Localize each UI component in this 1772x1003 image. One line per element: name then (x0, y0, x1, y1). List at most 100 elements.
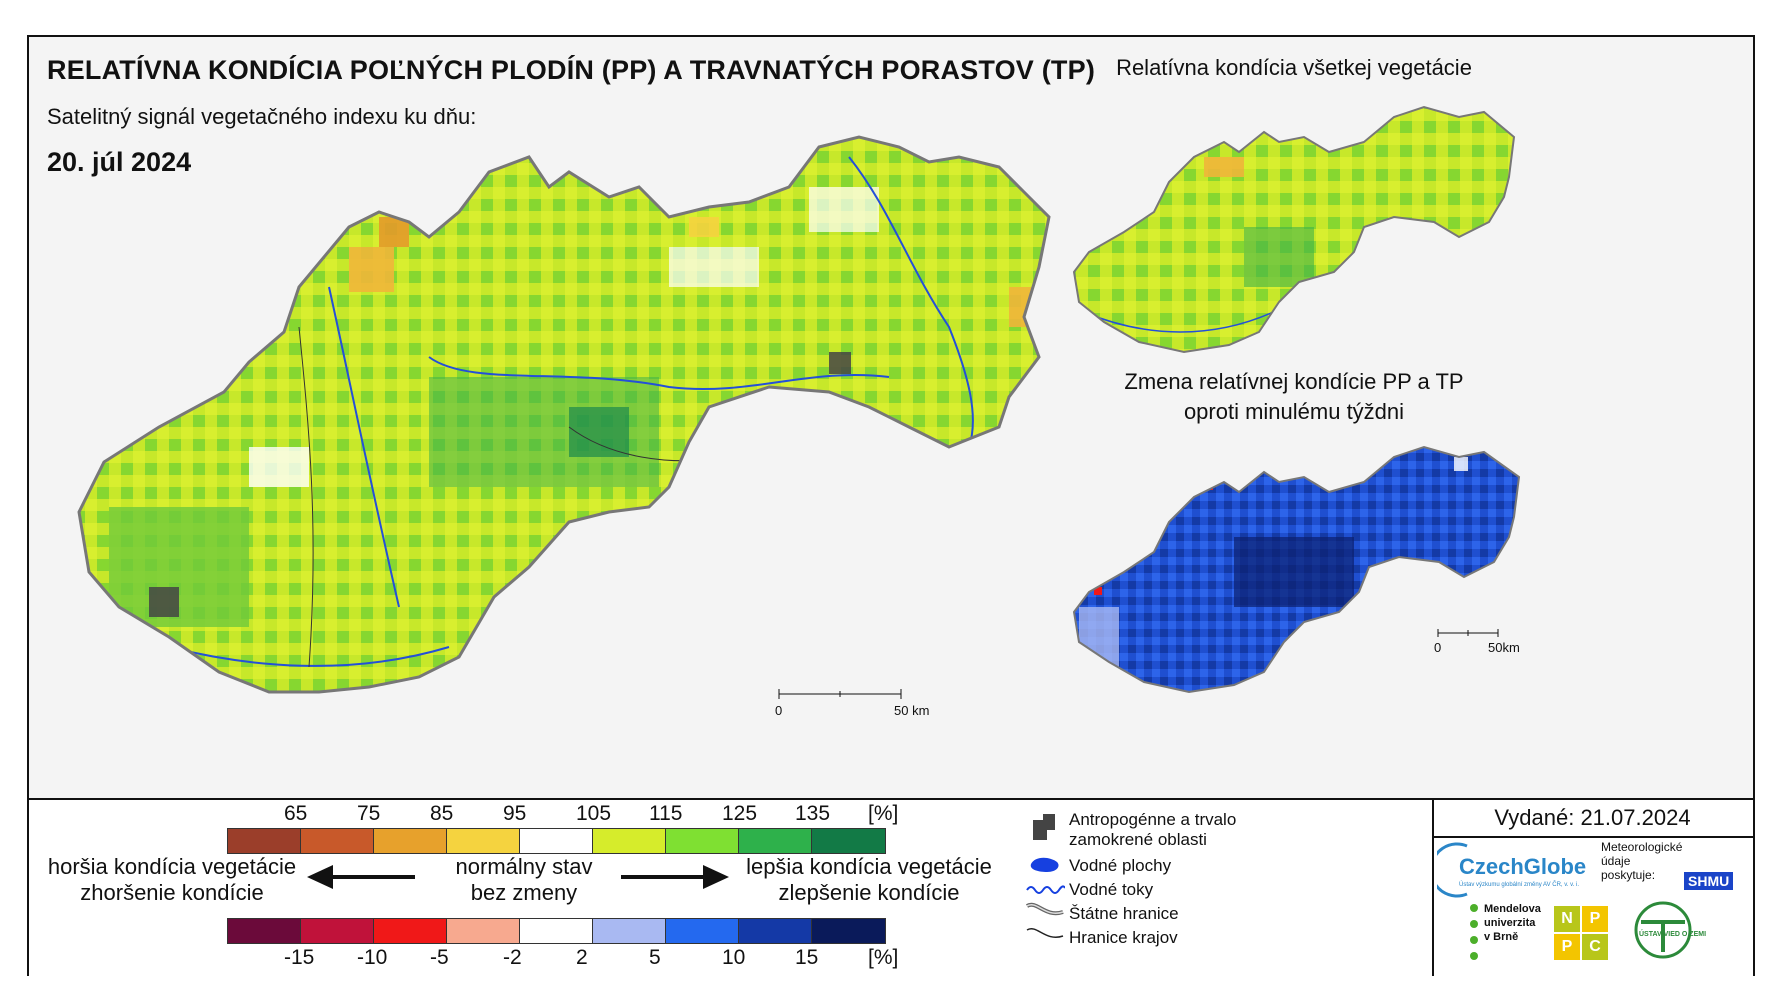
condition-swatch-7 (739, 829, 812, 853)
nppc-c: C (1582, 934, 1608, 960)
uvz-logo-icon (1634, 901, 1692, 959)
normal-line1: normálny stav (455, 854, 593, 879)
change-title: Zmena relatívnej kondície PP a TP oproti… (1084, 367, 1504, 427)
czechglobe-name: CzechGlobe (1459, 854, 1587, 879)
change-swatch-1 (301, 919, 374, 943)
water-body-icon (1030, 857, 1059, 872)
page-subtitle: Satelitný signál vegetačného indexu ku d… (47, 104, 477, 129)
czechglobe-logo (1437, 842, 1468, 898)
anthropogenic-line1: Antropogénne a trvalo (1069, 810, 1237, 829)
condition-tick: 105 (576, 802, 612, 825)
change-swatch-0 (228, 919, 301, 943)
change-tick: 10 (722, 946, 746, 969)
change-tick: 5 (649, 946, 661, 969)
condition-swatch-3 (447, 829, 520, 853)
region-border-icon (1026, 928, 1064, 938)
change-tick: -10 (357, 946, 388, 969)
condition-swatch-6 (666, 829, 739, 853)
condition-colorbar (227, 828, 886, 854)
change-title-line1: Zmena relatívnej kondície PP a TP (1124, 369, 1464, 394)
shmu-logo: SHMU (1684, 872, 1734, 890)
mendel-text: Mendelova univerzita v Brně (1484, 902, 1541, 944)
credits-separator (1432, 800, 1434, 976)
mendel-line3: v Brně (1484, 931, 1519, 943)
change-swatch-3 (447, 919, 520, 943)
change-swatch-4 (520, 919, 593, 943)
anthropogenic-label: Antropogénne a trvalo zamokrené oblasti (1069, 810, 1236, 850)
condition-tick: 65 (284, 802, 308, 825)
small-scale-label: 50km (1488, 640, 1520, 655)
change-tick: 15 (795, 946, 819, 969)
stream-icon (1026, 885, 1065, 894)
change-tick: [%] (868, 946, 899, 969)
condition-tick: 125 (722, 802, 758, 825)
main-scale-label: 50 km (894, 703, 929, 718)
meteo-line1: Meteorologické (1601, 840, 1683, 854)
condition-tick: 115 (649, 802, 683, 825)
nppc-p2: P (1554, 934, 1580, 960)
change-title-line2: oproti minulému týždni (1183, 399, 1405, 424)
better-line2: zlepšenie kondície (778, 880, 960, 905)
change-swatch-2 (374, 919, 447, 943)
uvz-text: ÚSTAV VIED O ZEMI (1639, 931, 1707, 938)
change-tick: -15 (284, 946, 315, 969)
change-swatch-7 (739, 919, 812, 943)
nppc-n: N (1554, 906, 1580, 932)
mendel-logo-icon (1470, 904, 1478, 960)
page-date: 20. júl 2024 (47, 147, 192, 177)
anthropogenic-line2: zamokrené oblasti (1069, 830, 1207, 849)
small-scale-bar: 0 50km (1434, 629, 1520, 655)
mendel-line1: Mendelova (1484, 903, 1541, 915)
state-border-icon (1025, 902, 1064, 916)
page-title: RELATÍVNA KONDÍCIA POĽNÝCH PLODÍN (PP) A… (47, 55, 1096, 85)
better-text: lepšia kondícia vegetácie zlepšenie kond… (734, 854, 1004, 906)
worse-text: horšia kondícia vegetácie zhoršenie kond… (37, 854, 307, 906)
change-swatch-8 (812, 919, 885, 943)
map-frame: RELATÍVNA KONDÍCIA POĽNÝCH PLODÍN (PP) A… (27, 35, 1755, 976)
change-tick: -5 (430, 946, 449, 969)
small-scale-zero: 0 (1434, 640, 1441, 655)
condition-swatch-4 (520, 829, 593, 853)
change-tick: 2 (576, 946, 588, 969)
condition-swatch-5 (593, 829, 666, 853)
better-line1: lepšia kondícia vegetácie (746, 854, 992, 879)
left-arrow-icon (307, 865, 415, 889)
normal-line2: bez zmeny (470, 880, 578, 905)
main-scale-zero: 0 (775, 703, 782, 718)
normal-text: normálny stav bez zmeny (424, 854, 624, 906)
nppc-logo: N P P C (1554, 906, 1608, 960)
all-vegetation-title: Relatívna kondícia všetkej vegetácie (1116, 55, 1472, 80)
worse-line2: zhoršenie kondície (80, 880, 264, 905)
region-border-label: Hranice krajov (1069, 928, 1178, 947)
state-border-label: Štátne hranice (1069, 904, 1179, 923)
condition-swatch-0 (228, 829, 301, 853)
condition-tick: 75 (357, 802, 381, 825)
meteo-credit: Meteorologické údaje poskytuje: (1601, 840, 1682, 882)
change-colorbar (227, 918, 886, 944)
condition-tick: 135 (795, 802, 831, 825)
change-map: 0 50km (1072, 445, 1521, 694)
change-tick: -2 (503, 946, 522, 969)
condition-tick: 85 (430, 802, 454, 825)
mendel-line2: univerzita (1484, 917, 1536, 929)
change-swatch-6 (666, 919, 739, 943)
right-arrow-icon (621, 865, 729, 889)
streams-label: Vodné toky (1069, 880, 1154, 899)
condition-tick: [%] (868, 802, 899, 825)
condition-swatch-1 (301, 829, 374, 853)
water-bodies-label: Vodné plochy (1069, 856, 1172, 875)
condition-swatch-2 (374, 829, 447, 853)
meteo-line3: poskytuje: (1601, 868, 1656, 882)
nppc-p1: P (1582, 906, 1608, 932)
czechglobe-subtitle: Ústav výzkumu globální změny AV ČR, v. v… (1459, 882, 1580, 888)
meteo-line2: údaje (1601, 854, 1631, 868)
worse-line1: horšia kondícia vegetácie (47, 854, 297, 879)
state-border (77, 135, 1051, 694)
legend-band: 65 75 85 95 105 115 125 135 [%] horšia kondícia … (29, 798, 1753, 976)
issued-date: Vydané: 21.07.2024 (1432, 800, 1753, 838)
anthropogenic-icon (1033, 814, 1055, 840)
main-map: 0 50 km (77, 135, 1051, 718)
change-swatch-5 (593, 919, 666, 943)
condition-swatch-8 (812, 829, 885, 853)
condition-tick: 95 (503, 802, 527, 825)
